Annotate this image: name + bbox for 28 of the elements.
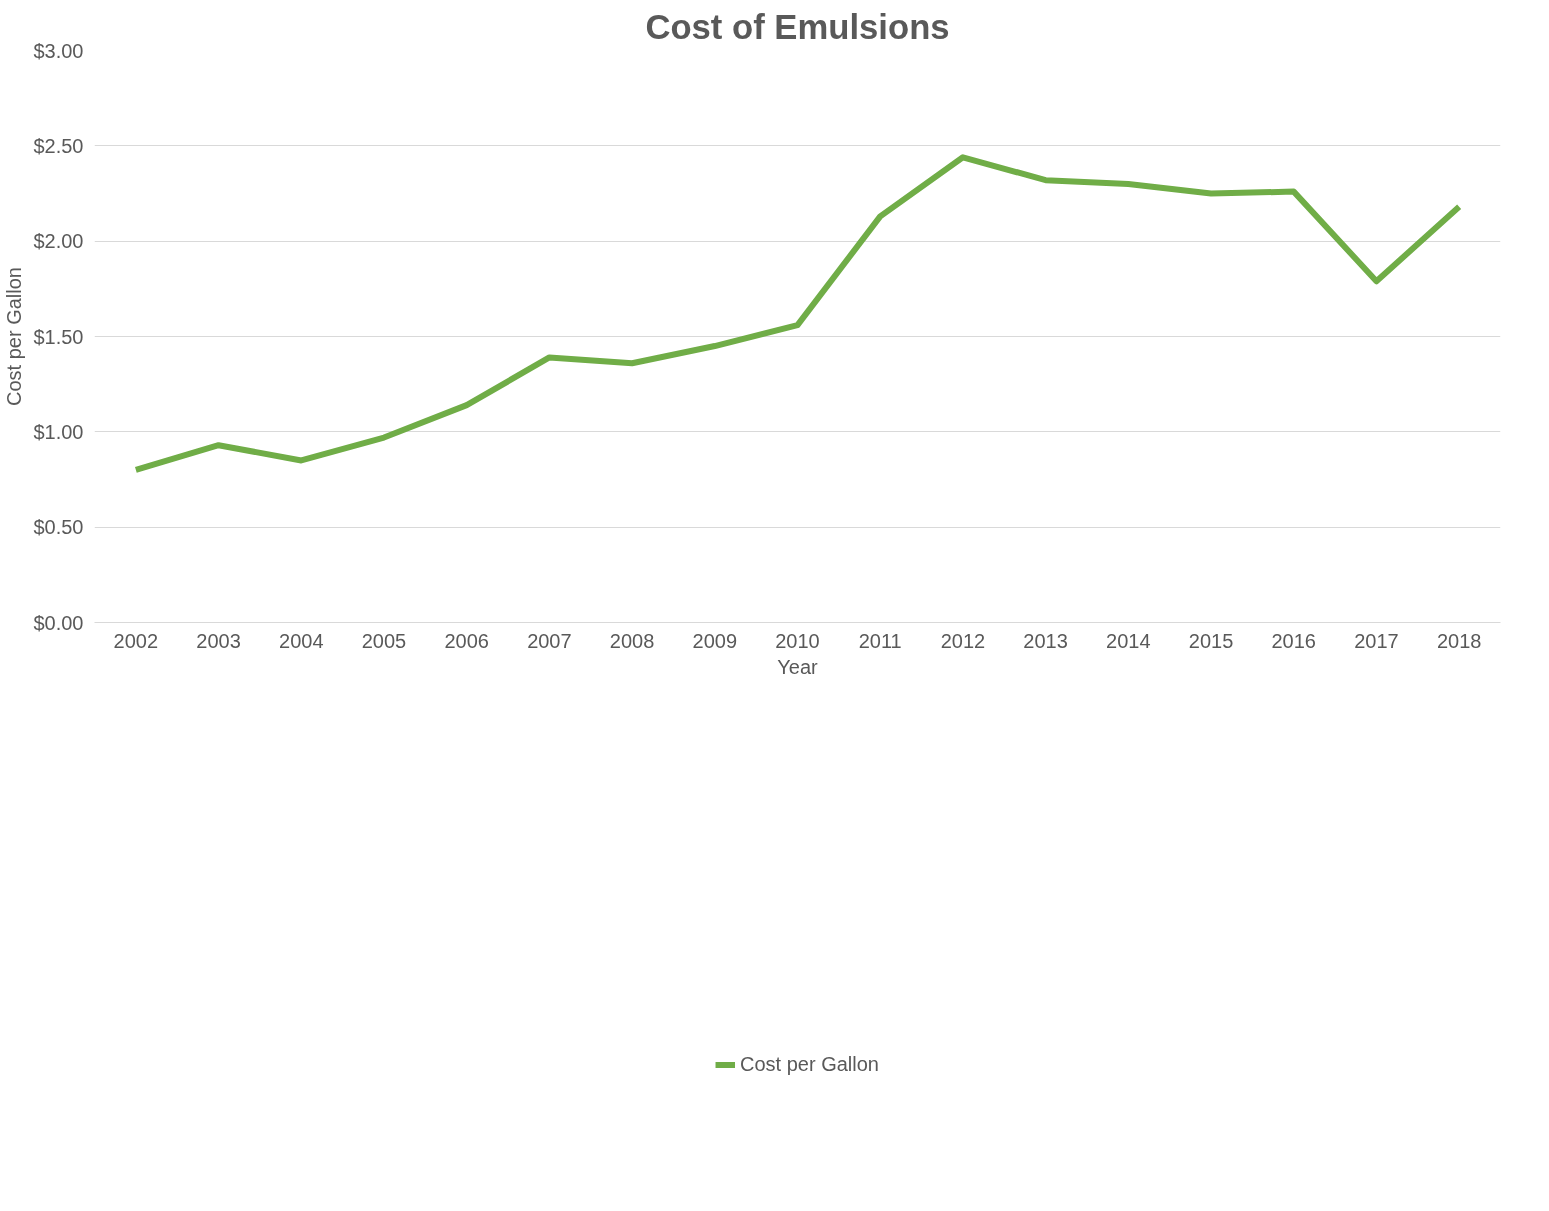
x-tick-label: 2015 [1188, 629, 1234, 652]
x-tick-label: 2016 [1271, 629, 1316, 652]
x-tick-label: 2002 [113, 629, 159, 652]
x-axis-title: Year [777, 655, 819, 678]
x-tick-label: 2007 [527, 629, 572, 652]
x-tick-label: 2014 [1106, 629, 1151, 652]
legend-label: Cost per Gallon [740, 1052, 879, 1076]
chart-title: Cost of Emulsions [645, 7, 950, 46]
x-tick-label: 2008 [609, 629, 655, 652]
y-tick-label: $0.00 [33, 611, 84, 634]
y-tick-label: $1.50 [33, 325, 84, 348]
x-tick-label: 2013 [1023, 629, 1068, 652]
x-tick-label: 2009 [692, 629, 738, 652]
y-tick-label: $2.50 [33, 134, 84, 157]
x-tick-label: 2004 [279, 629, 324, 652]
x-tick-label: 2010 [775, 629, 820, 652]
x-tick-label: 2012 [940, 629, 986, 652]
y-tick-label: $2.00 [33, 230, 84, 253]
x-tick-label: 2018 [1436, 629, 1482, 652]
x-tick-label: 2017 [1354, 629, 1399, 652]
y-tick-label: $3.00 [33, 39, 84, 62]
y-tick-label: $1.00 [33, 420, 84, 443]
x-tick-label: 2006 [444, 629, 489, 652]
x-tick-label: 2003 [196, 629, 241, 652]
x-tick-label: 2005 [361, 629, 407, 652]
y-tick-label: $0.50 [33, 516, 84, 539]
x-tick-label: 2011 [858, 629, 902, 652]
y-axis-title: Cost per Gallon [3, 267, 26, 406]
